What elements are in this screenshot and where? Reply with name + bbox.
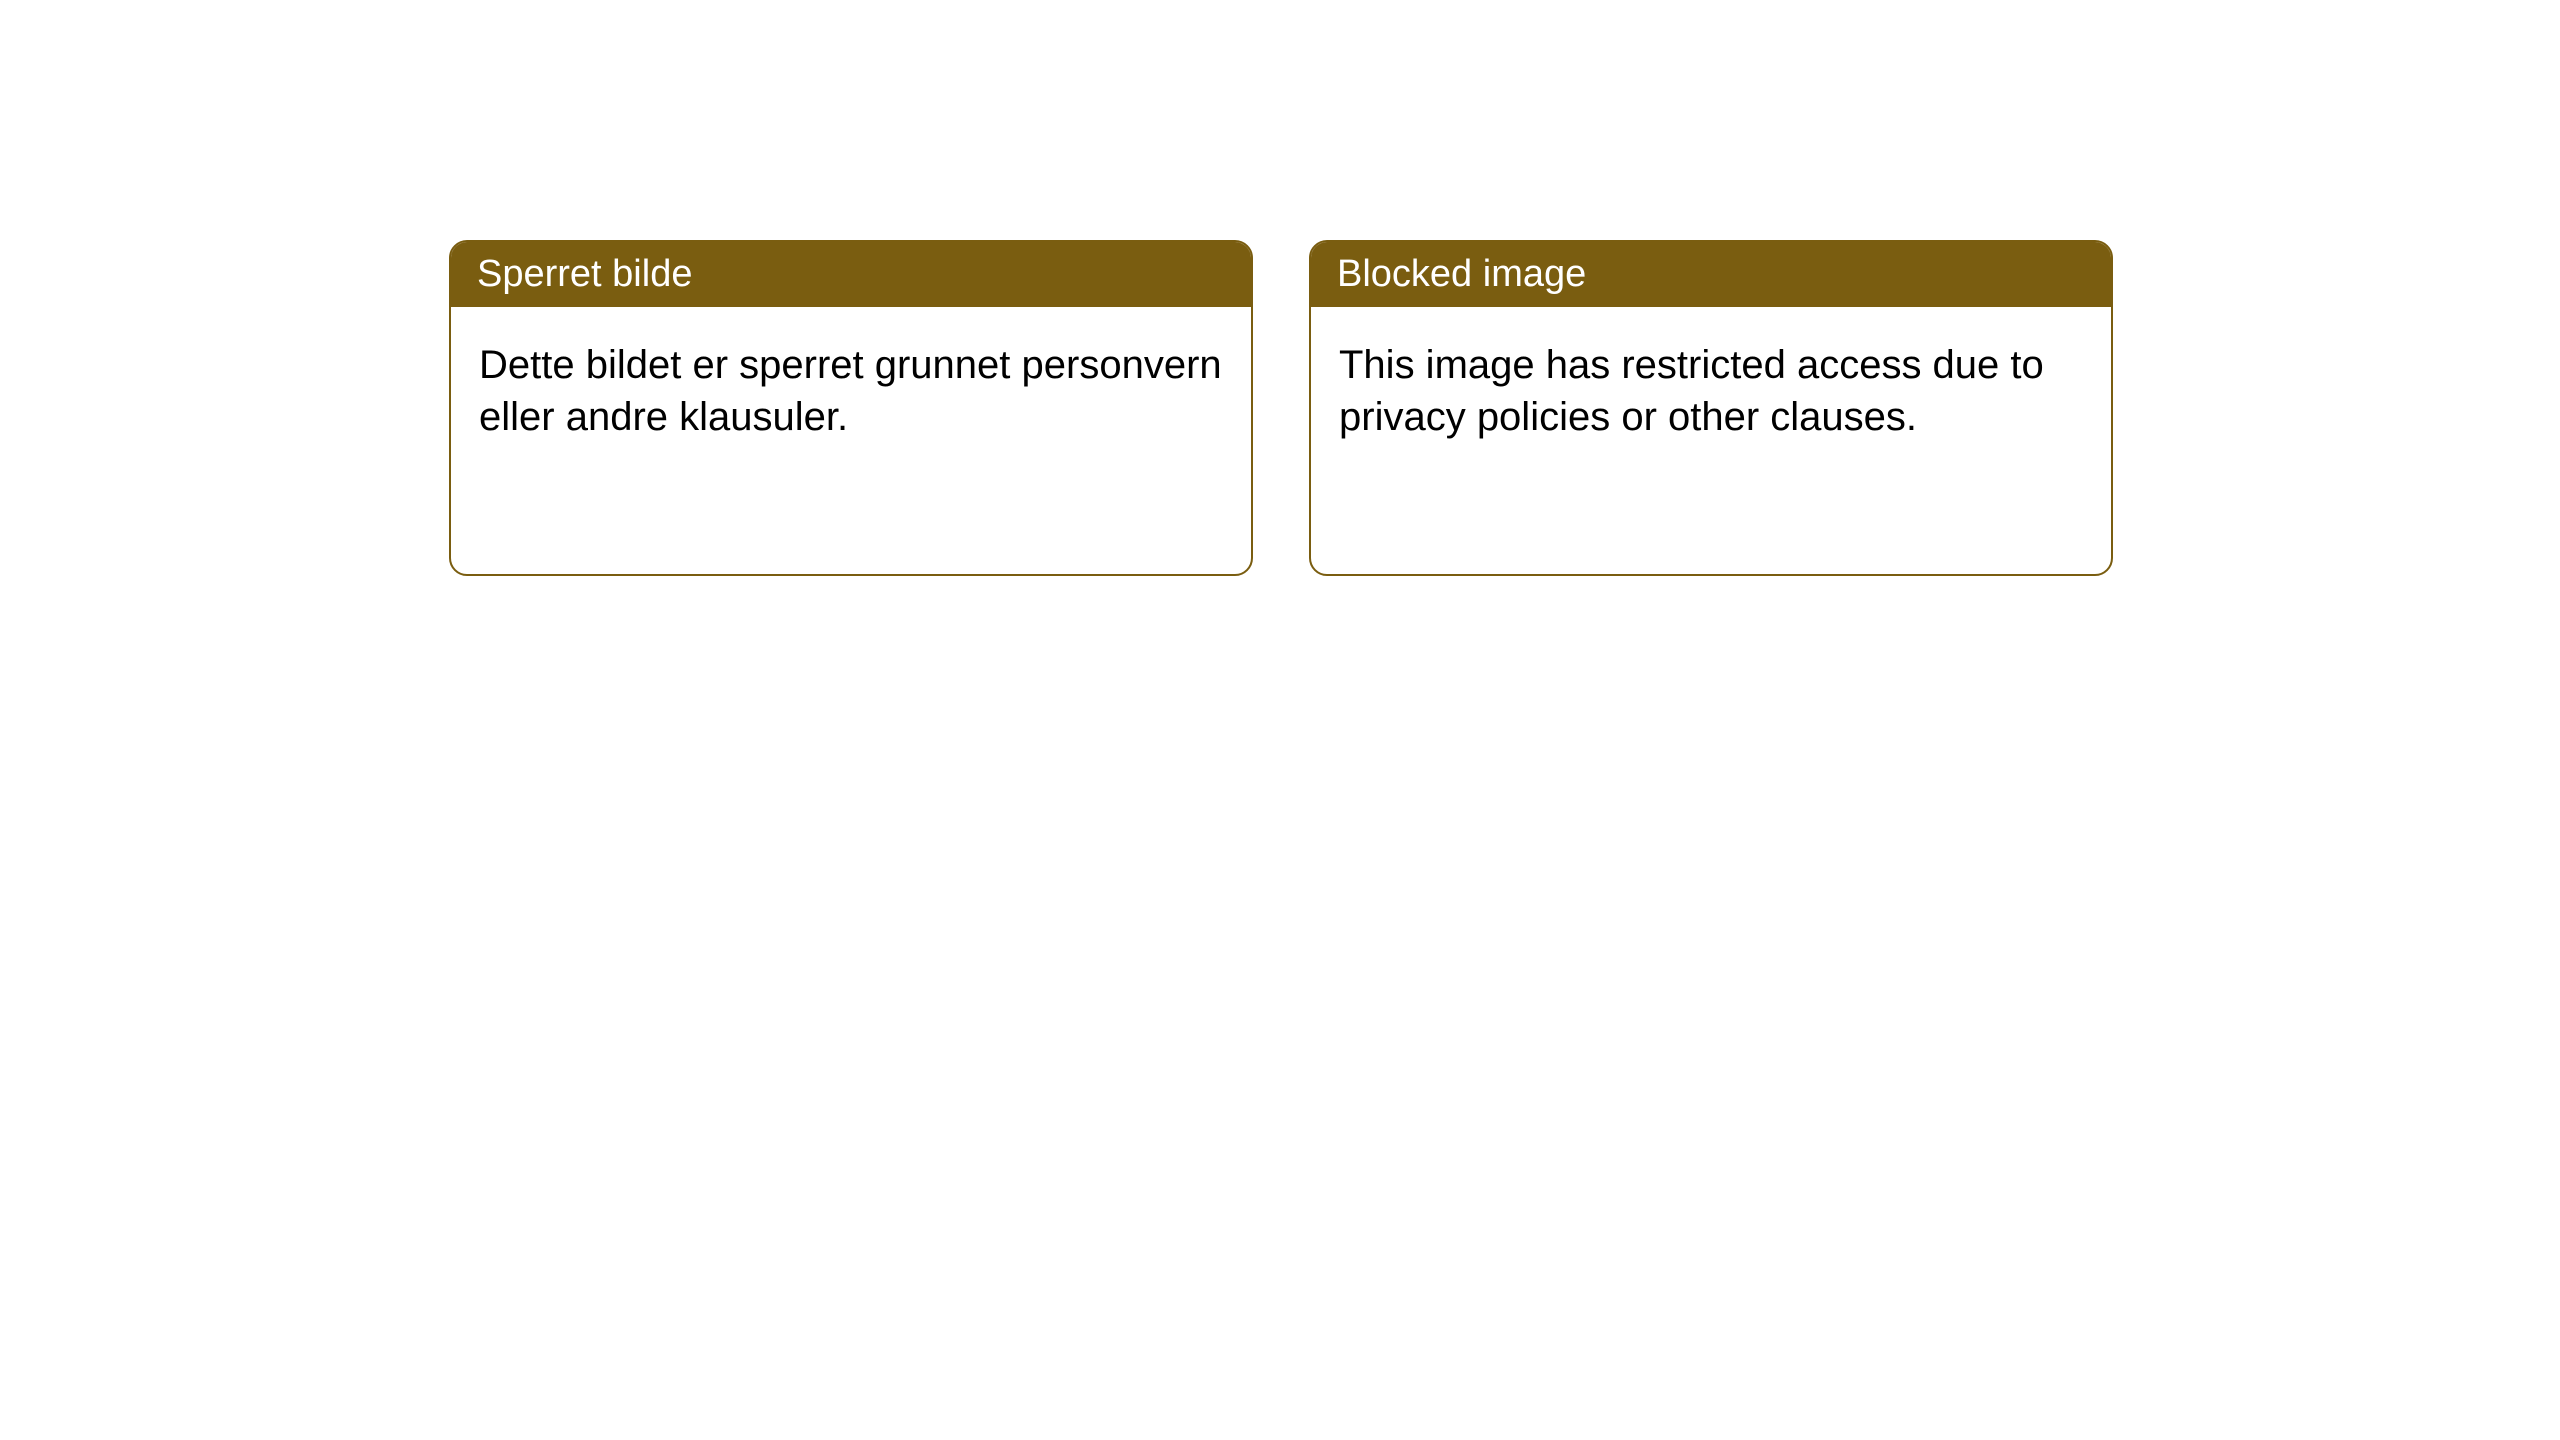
notice-body: Dette bildet er sperret grunnet personve…	[451, 307, 1251, 475]
notice-body-text: Dette bildet er sperret grunnet personve…	[479, 343, 1222, 439]
notice-container: Sperret bilde Dette bildet er sperret gr…	[0, 0, 2560, 576]
notice-body: This image has restricted access due to …	[1311, 307, 2111, 475]
notice-body-text: This image has restricted access due to …	[1339, 343, 2044, 439]
notice-header: Blocked image	[1311, 242, 2111, 307]
notice-title: Blocked image	[1337, 253, 1586, 295]
notice-card-english: Blocked image This image has restricted …	[1309, 240, 2113, 576]
notice-header: Sperret bilde	[451, 242, 1251, 307]
notice-title: Sperret bilde	[477, 253, 692, 295]
notice-card-norwegian: Sperret bilde Dette bildet er sperret gr…	[449, 240, 1253, 576]
